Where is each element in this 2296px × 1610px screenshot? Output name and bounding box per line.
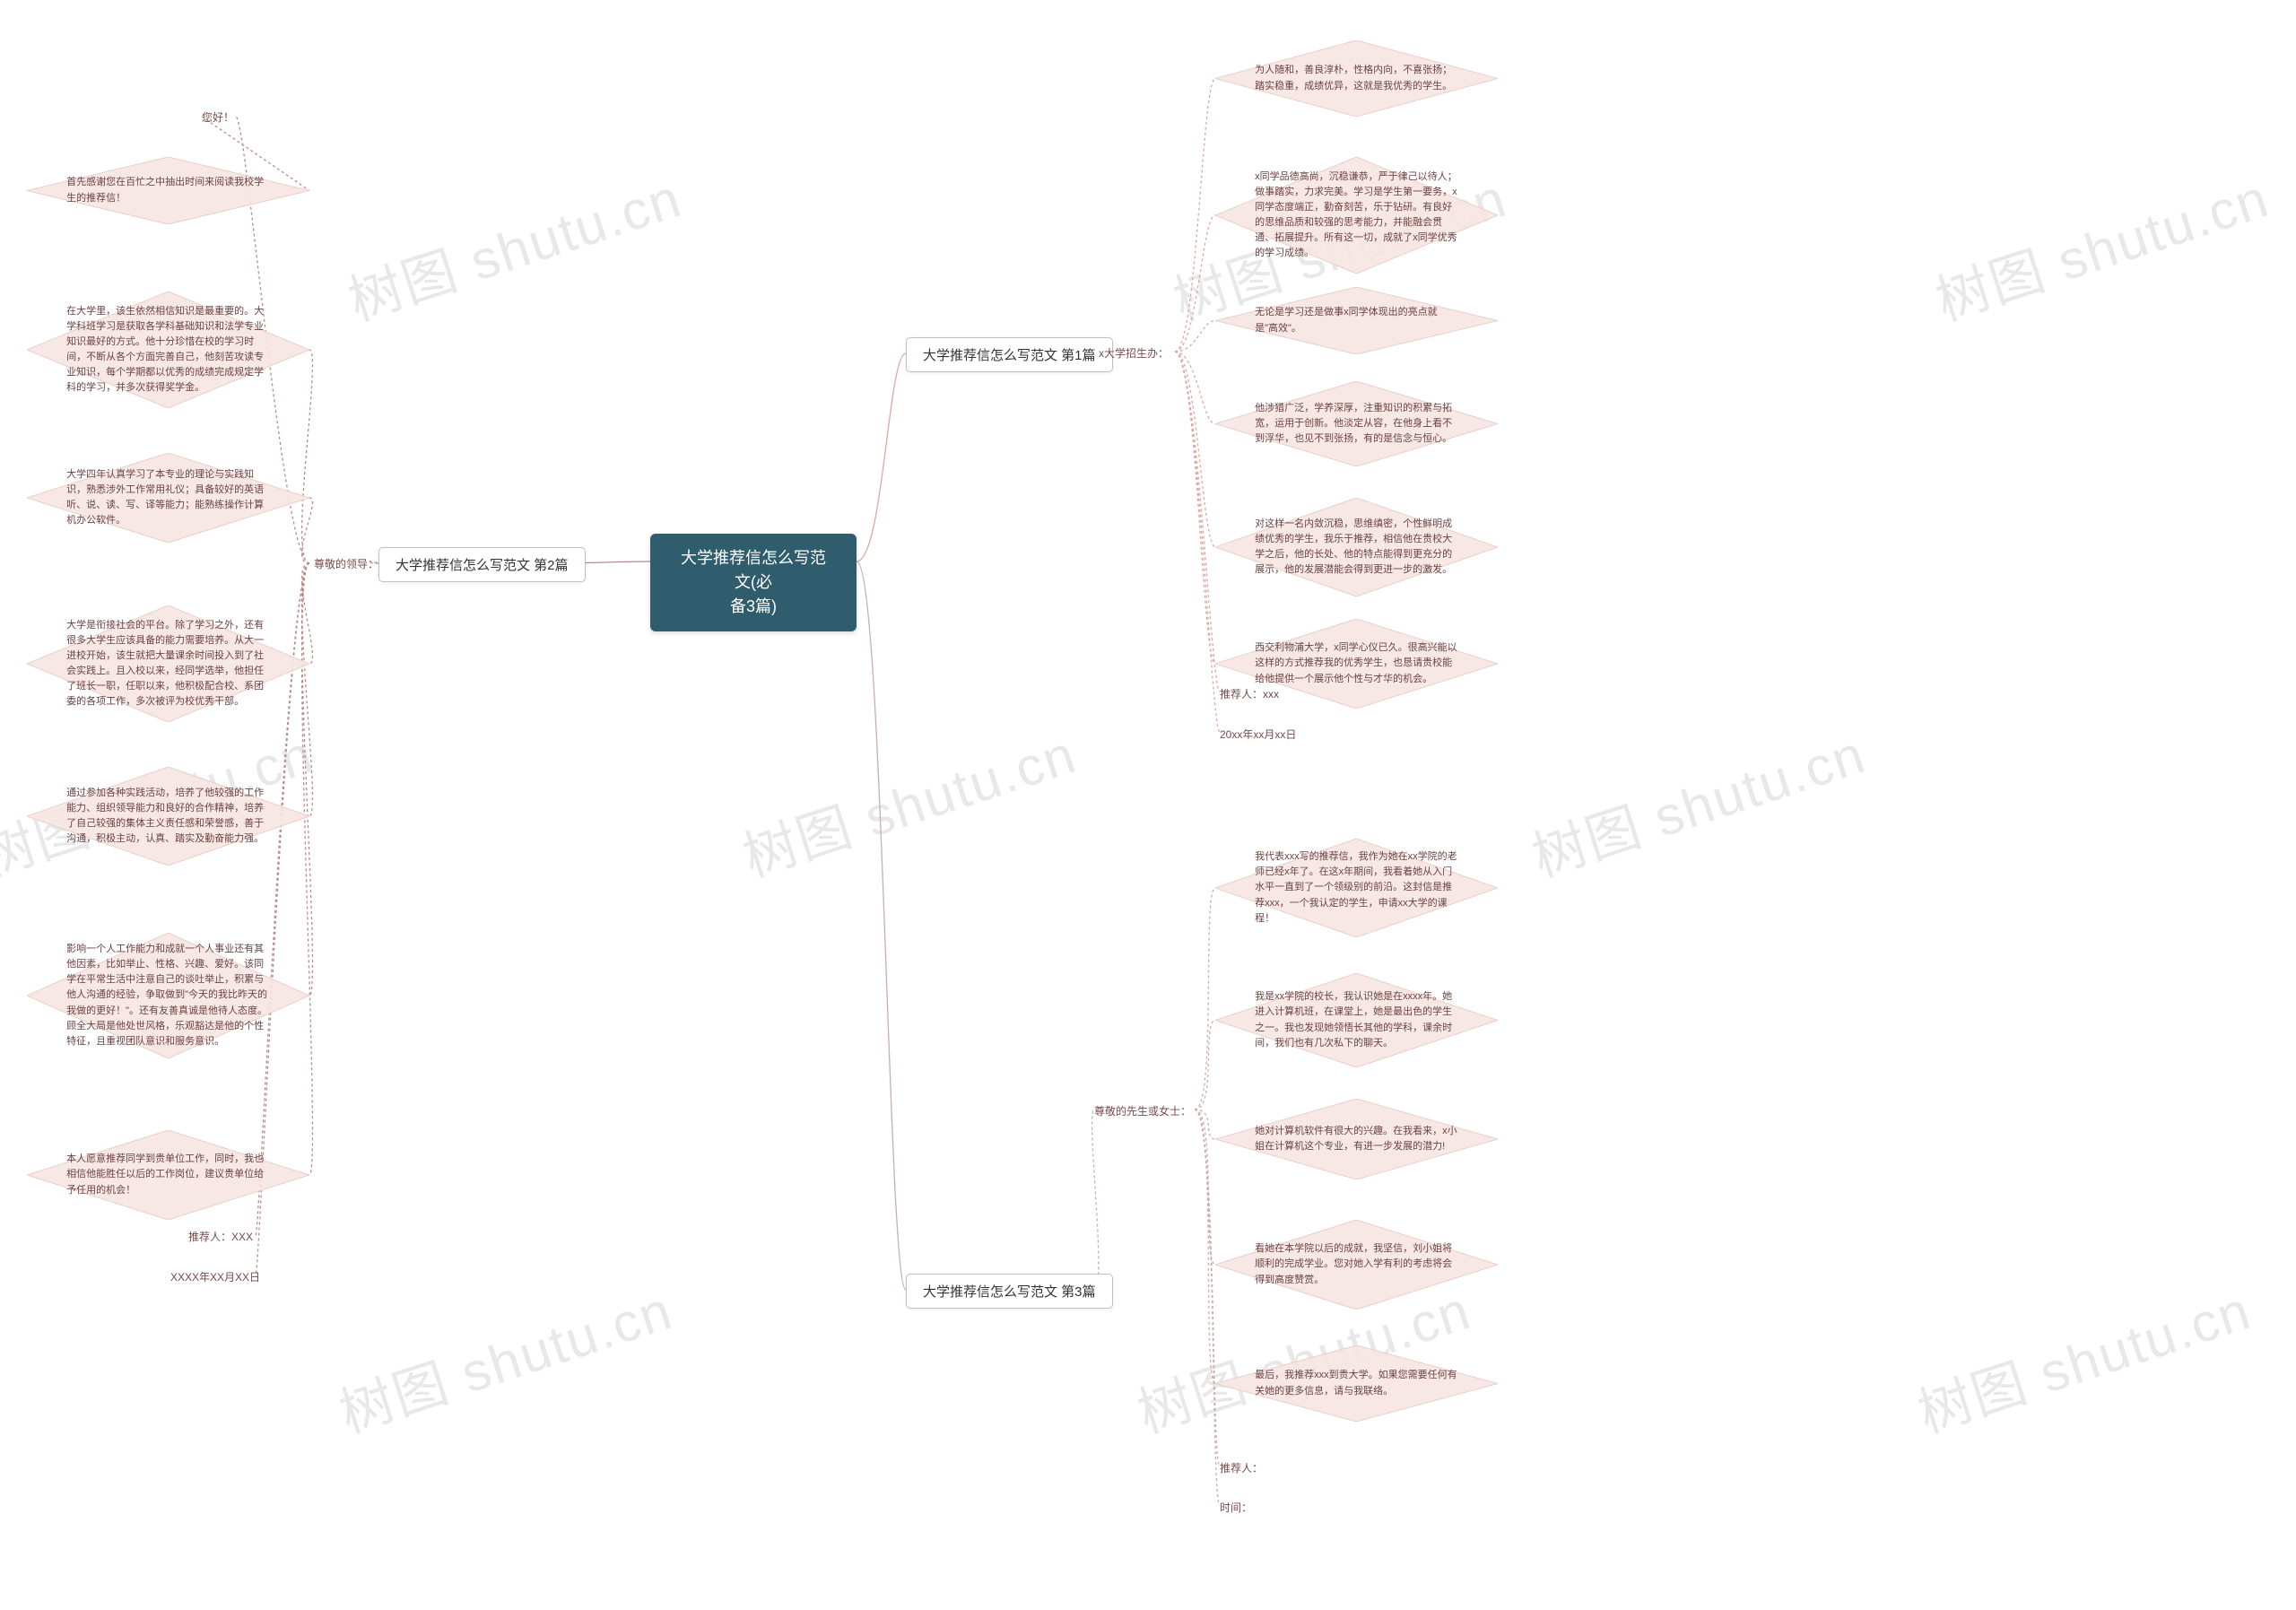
label-l_leader: 尊敬的领导： <box>314 556 378 571</box>
leaf-left-5-text: 影响一个人工作能力和成就一个人事业还有其他因素，比如举止、性格、兴趣、爱好。该同… <box>27 942 309 1049</box>
leaf-r3-1: 我是xx学院的校长，我认识她是在xxxx年。她进入计算机班，在课堂上，她是最出色… <box>1215 973 1498 1067</box>
label-l_rec_left: 推荐人：XXX <box>188 1229 253 1244</box>
leaf-r1-1: x同学品德高尚，沉稳谦恭，严于律己以待人；做事踏实，力求完美。学习是学生第一要务… <box>1215 157 1498 274</box>
leaf-left-6: 本人愿意推荐同学到贵单位工作，同时，我也相信他能胜任以后的工作岗位，建议贵单位给… <box>27 1130 309 1220</box>
branch-label: 大学推荐信怎么写范文 第2篇 <box>396 558 569 573</box>
label-l_time_r3: 时间： <box>1220 1500 1252 1515</box>
branch-label: 大学推荐信怎么写范文 第1篇 <box>923 348 1096 363</box>
leaf-r3-1-text: 我是xx学院的校长，我认识她是在xxxx年。她进入计算机班，在课堂上，她是最出色… <box>1215 989 1498 1050</box>
leaf-r3-3: 看她在本学院以后的成就，我坚信，刘小姐将顺利的完成学业。您对她入学有利的考虑将会… <box>1215 1220 1498 1310</box>
leaf-left-3-text: 大学是衔接社会的平台。除了学习之外，还有很多大学生应该具备的能力需要培养。从大一… <box>27 618 309 709</box>
leaf-left-4-text: 通过参加各种实践活动，培养了他较强的工作能力、组织领导能力和良好的合作精神，培养… <box>27 786 309 847</box>
leaf-left-0-text: 首先感谢您在百忙之中抽出时间来阅读我校学生的推荐信！ <box>27 175 309 205</box>
leaf-r3-4-text: 最后，我推荐xxx到贵大学。如果您需要任何有关她的更多信息，请与我联络。 <box>1215 1368 1498 1398</box>
label-l_rec_r3: 推荐人： <box>1220 1460 1263 1475</box>
root-title-line2: 备3篇) <box>730 597 777 615</box>
leaf-r1-0: 为人随和，善良淳朴，性格内向，不喜张扬；踏实稳重，成绩优异，这就是我优秀的学生。 <box>1215 40 1498 117</box>
leaf-r1-5-text: 西交利物浦大学，x同学心仪已久。很高兴能以这样的方式推荐我的优秀学生，也恳请贵校… <box>1215 640 1498 686</box>
label-l_office: x大学招生办： <box>1099 345 1169 361</box>
leaf-left-4: 通过参加各种实践活动，培养了他较强的工作能力、组织领导能力和良好的合作精神，培养… <box>27 767 309 866</box>
leaf-r1-5: 西交利物浦大学，x同学心仪已久。很高兴能以这样的方式推荐我的优秀学生，也恳请贵校… <box>1215 619 1498 709</box>
root-title-line1: 大学推荐信怎么写范文(必 <box>681 549 826 591</box>
root-node: 大学推荐信怎么写范文(必 备3篇) <box>650 534 857 631</box>
leaf-r1-4-text: 对这样一名内敛沉稳，思维缜密，个性鲜明成绩优秀的学生，我乐于推荐，相信他在贵校大… <box>1215 517 1498 578</box>
leaf-r1-1-text: x同学品德高尚，沉稳谦恭，严于律己以待人；做事踏实，力求完美。学习是学生第一要务… <box>1215 170 1498 261</box>
label-l_date_r1: 20xx年xx月xx日 <box>1220 727 1296 742</box>
leaf-left-2-text: 大学四年认真学习了本专业的理论与实践知识，熟悉涉外工作常用礼仪；具备较好的英语听… <box>27 467 309 528</box>
leaf-r1-0-text: 为人随和，善良淳朴，性格内向，不喜张扬；踏实稳重，成绩优异，这就是我优秀的学生。 <box>1215 63 1498 93</box>
leaf-r1-3-text: 他涉猎广泛，学养深厚，注重知识的积累与拓宽，运用于创新。他淡定从容，在他身上看不… <box>1215 401 1498 447</box>
leaf-r3-0-text: 我代表xxx写的推荐信，我作为她在xx学院的老师已经x年了。在这x年期间，我看着… <box>1215 849 1498 926</box>
leaf-left-2: 大学四年认真学习了本专业的理论与实践知识，熟悉涉外工作常用礼仪；具备较好的英语听… <box>27 453 309 543</box>
leaf-r1-2: 无论是学习还是做事x同学体现出的亮点就是"高效"。 <box>1215 287 1498 354</box>
label-l_date_left: XXXX年XX月XX日 <box>170 1269 260 1284</box>
leaf-left-0: 首先感谢您在百忙之中抽出时间来阅读我校学生的推荐信！ <box>27 157 309 224</box>
leaf-left-6-text: 本人愿意推荐同学到贵单位工作，同时，我也相信他能胜任以后的工作岗位，建议贵单位给… <box>27 1152 309 1197</box>
label-l_gentlemen: 尊敬的先生或女士： <box>1094 1103 1191 1118</box>
branch-essay-1: 大学推荐信怎么写范文 第1篇 <box>906 337 1113 372</box>
leaf-r3-2: 她对计算机软件有很大的兴趣。在我看来，x小姐在计算机这个专业，有进一步发展的潜力… <box>1215 1099 1498 1179</box>
leaf-left-5: 影响一个人工作能力和成就一个人事业还有其他因素，比如举止、性格、兴趣、爱好。该同… <box>27 933 309 1058</box>
branch-essay-3: 大学推荐信怎么写范文 第3篇 <box>906 1274 1113 1309</box>
leaf-r1-3: 他涉猎广泛，学养深厚，注重知识的积累与拓宽，运用于创新。他淡定从容，在他身上看不… <box>1215 381 1498 466</box>
watermark: 树图 shutu.cn <box>1907 1267 2260 1449</box>
leaf-r3-2-text: 她对计算机软件有很大的兴趣。在我看来，x小姐在计算机这个专业，有进一步发展的潜力… <box>1215 1124 1498 1154</box>
branch-essay-2: 大学推荐信怎么写范文 第2篇 <box>378 547 586 582</box>
leaf-r3-4: 最后，我推荐xxx到贵大学。如果您需要任何有关她的更多信息，请与我联络。 <box>1215 1345 1498 1422</box>
leaf-r1-2-text: 无论是学习还是做事x同学体现出的亮点就是"高效"。 <box>1215 305 1498 335</box>
leaf-left-3: 大学是衔接社会的平台。除了学习之外，还有很多大学生应该具备的能力需要培养。从大一… <box>27 605 309 722</box>
leaf-r3-3-text: 看她在本学院以后的成就，我坚信，刘小姐将顺利的完成学业。您对她入学有利的考虑将会… <box>1215 1241 1498 1287</box>
watermark: 树图 shutu.cn <box>1521 711 1874 892</box>
watermark: 树图 shutu.cn <box>1925 155 2278 336</box>
leaf-r1-4: 对这样一名内敛沉稳，思维缜密，个性鲜明成绩优秀的学生，我乐于推荐，相信他在贵校大… <box>1215 498 1498 596</box>
branch-label: 大学推荐信怎么写范文 第3篇 <box>923 1284 1096 1300</box>
watermark: 树图 shutu.cn <box>328 1267 682 1449</box>
leaf-left-1-text: 在大学里，该生依然相信知识是最重要的。大学科班学习是获取各学科基础知识和法学专业… <box>27 304 309 396</box>
watermark: 树图 shutu.cn <box>337 155 691 336</box>
leaf-r3-0: 我代表xxx写的推荐信，我作为她在xx学院的老师已经x年了。在这x年期间，我看着… <box>1215 839 1498 937</box>
label-l_hello: 您好！ <box>202 109 234 125</box>
watermark: 树图 shutu.cn <box>732 711 1085 892</box>
leaf-left-1: 在大学里，该生依然相信知识是最重要的。大学科班学习是获取各学科基础知识和法学专业… <box>27 292 309 408</box>
connector-layer <box>0 0 2296 1610</box>
